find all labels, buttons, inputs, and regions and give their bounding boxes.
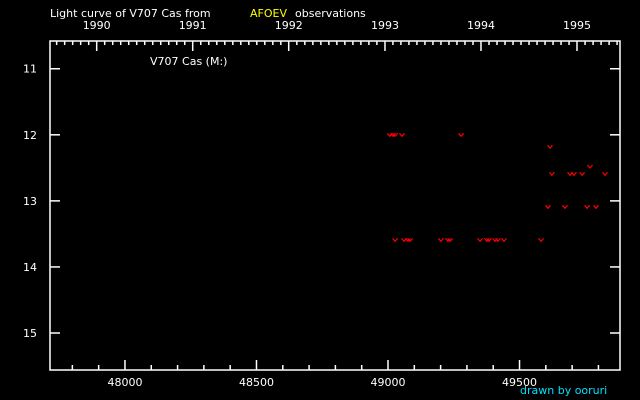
y-tick-label: 11 [23,63,37,76]
year-label: 1995 [563,19,591,32]
data-point [390,132,396,138]
data-point [547,144,553,150]
x-tick-label: 49000 [371,376,406,389]
data-point [407,237,414,243]
series-label: V707 Cas (M:) [150,55,227,68]
data-point [445,237,451,243]
data-point [584,204,591,210]
data-point [458,132,465,138]
year-label: 1994 [467,19,495,32]
year-label: 1990 [83,19,111,32]
data-point [548,171,555,177]
data-point [392,237,399,243]
data-point [501,237,507,243]
data-point [398,132,405,138]
data-point [538,237,545,243]
y-tick-label: 15 [23,327,37,340]
data-point [602,171,608,177]
data-point [494,237,501,243]
year-label: 1992 [275,19,303,32]
data-point [405,237,411,243]
x-tick-label: 48000 [107,376,142,389]
data-point [571,171,577,177]
chart-title-suffix: observations [295,7,366,20]
x-tick-label: 48500 [239,376,274,389]
data-point [392,132,399,138]
data-point [579,171,586,177]
axes: 48000 48500 49000 49500 1990 1991 1992 1993 1994… [23,19,620,389]
year-label: 1991 [179,19,207,32]
data-point [483,237,490,243]
plot-frame [49,40,621,371]
data-point [544,204,551,210]
data-point [477,237,484,243]
data-point [486,237,492,243]
credit-text: drawn by ooruri [520,384,607,397]
data-point [587,164,593,169]
x-tick-label: 49500 [502,376,537,389]
data-point [437,237,444,243]
data-point [593,204,600,210]
data-point [562,204,568,210]
data-points [386,132,608,243]
chart-title-source: AFOEV [250,7,287,20]
chart-title-prefix: Light curve of V707 Cas from [50,7,211,20]
y-tick-label: 13 [23,195,37,208]
year-label: 1993 [371,19,399,32]
data-point [447,237,454,243]
y-tick-label: 14 [23,261,37,274]
y-tick-label: 12 [23,129,37,142]
